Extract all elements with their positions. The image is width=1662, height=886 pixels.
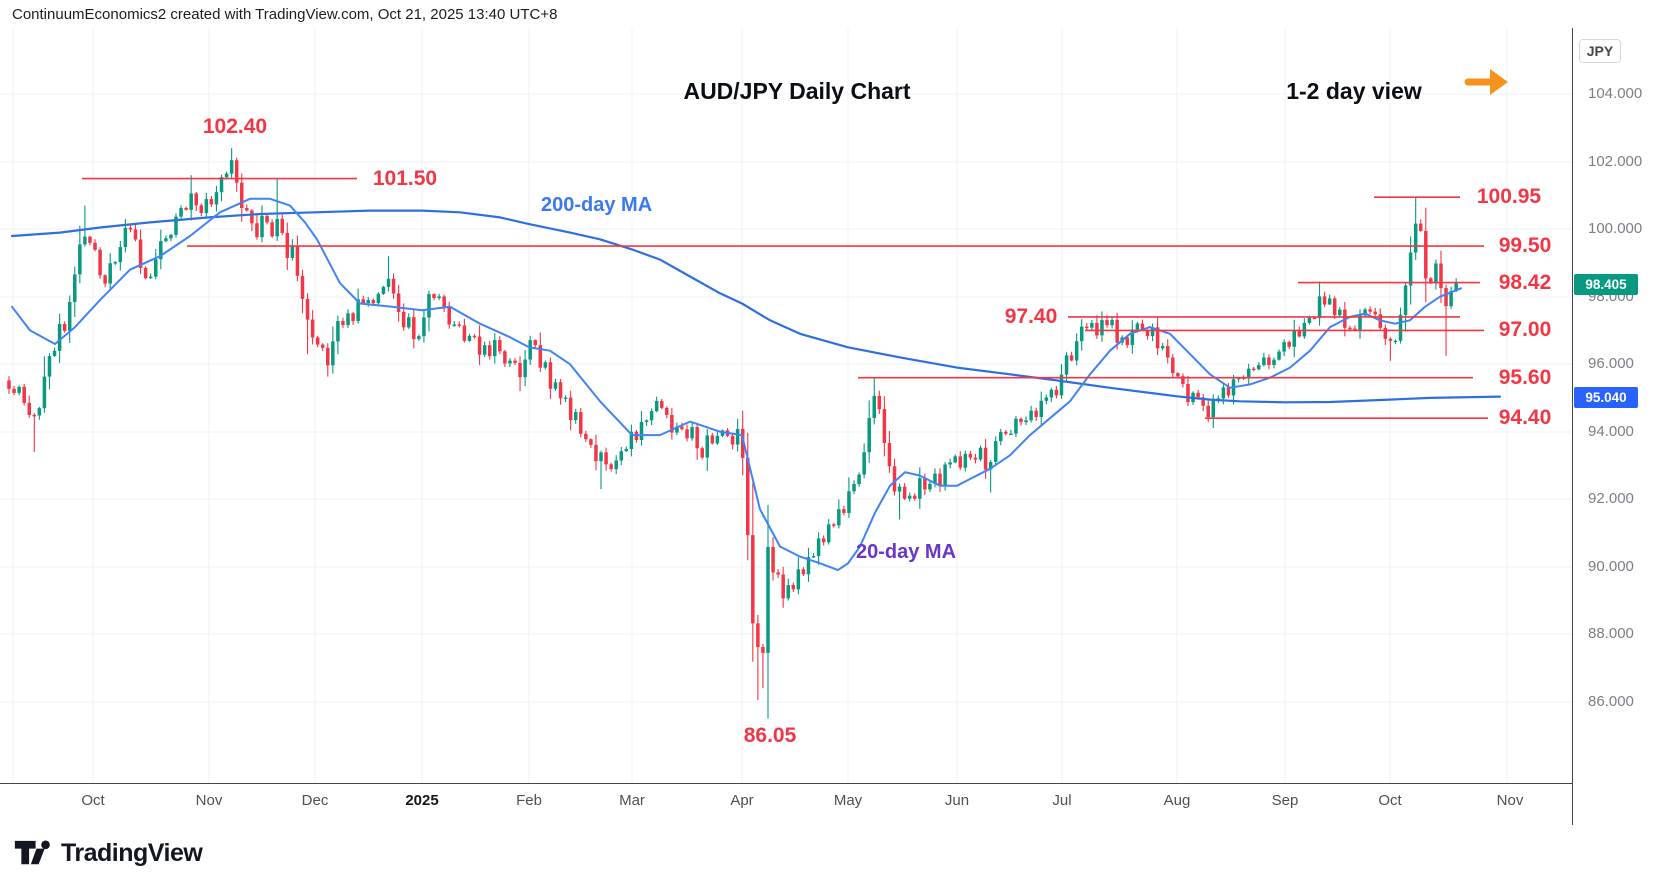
candlestick-series xyxy=(7,148,1458,719)
month-label-Dec: Dec xyxy=(301,792,329,809)
price-tick-100.000: 100.000 xyxy=(1588,220,1643,237)
level-label-97.00: 97.00 xyxy=(1498,318,1552,342)
month-label-May: May xyxy=(833,792,863,809)
ma20-label: 20-day MA xyxy=(856,541,957,563)
month-label-Feb: Feb xyxy=(516,792,542,809)
price-tick-94.000: 94.000 xyxy=(1588,423,1634,440)
month-label-Jun: Jun xyxy=(944,792,970,809)
tradingview-logo-text: TradingView xyxy=(61,838,203,867)
currency-badge[interactable]: JPY xyxy=(1579,39,1621,63)
month-label-Jul: Jul xyxy=(1052,792,1072,809)
view-horizon-note: 1-2 day view xyxy=(1286,78,1422,104)
price-badge-95.040: 95.040 xyxy=(1574,386,1638,408)
time-axis[interactable]: Oct Nov Dec 2025 Feb Mar Apr May Jun Jul Aug Sep Oct… xyxy=(0,783,1572,826)
month-label-2025: 2025 xyxy=(405,792,439,809)
month-label-Mar: Mar xyxy=(619,792,645,809)
price-badge-98.405: 98.405 xyxy=(1574,273,1638,295)
level-label-97.40: 97.40 xyxy=(1004,304,1058,328)
price-tick-88.000: 88.000 xyxy=(1588,625,1634,642)
right-arrow-icon xyxy=(1464,64,1516,100)
tradingview-logo[interactable]: TradingView xyxy=(14,838,203,868)
price-tick-104.000: 104.000 xyxy=(1588,85,1643,102)
support-resistance-lines xyxy=(82,177,1488,420)
month-label-Sep: Sep xyxy=(1271,792,1299,809)
moving-average-lines xyxy=(10,197,1502,572)
price-tick-90.000: 90.000 xyxy=(1588,558,1634,575)
price-tick-96.000: 96.000 xyxy=(1588,355,1634,372)
level-label-99.50: 99.50 xyxy=(1498,234,1552,258)
level-label-94.40: 94.40 xyxy=(1498,406,1552,430)
month-label-Oct: Oct xyxy=(81,792,105,809)
chart-credit: ContinuumEconomics2 created with Trading… xyxy=(12,6,558,23)
month-label-Nov: Nov xyxy=(195,792,223,809)
level-label-101.50: 101.50 xyxy=(372,166,438,190)
price-tick-102.000: 102.000 xyxy=(1588,153,1643,170)
level-label-98.42: 98.42 xyxy=(1498,270,1552,294)
month-label-Aug: Aug xyxy=(1163,792,1191,809)
price-axis[interactable]: JPY 104.000 102.000 100.000 98.000 96.000 94.… xyxy=(1572,28,1662,825)
tradingview-logo-icon xyxy=(14,840,50,865)
month-label-Apr: Apr xyxy=(730,792,754,809)
level-label-102.40: 102.40 xyxy=(202,115,268,139)
level-label-95.60: 95.60 xyxy=(1498,365,1552,389)
ma200-label: 200-day MA xyxy=(541,194,653,216)
chart-title: AUD/JPY Daily Chart xyxy=(683,78,911,104)
price-tick-86.000: 86.000 xyxy=(1588,693,1634,710)
month-label-Nov: Nov xyxy=(1496,792,1524,809)
gridlines xyxy=(0,28,1572,783)
price-tick-92.000: 92.000 xyxy=(1588,490,1634,507)
level-label-100.95: 100.95 xyxy=(1476,185,1542,209)
level-label-86.05: 86.05 xyxy=(743,724,797,747)
month-label-Oct: Oct xyxy=(1378,792,1402,809)
